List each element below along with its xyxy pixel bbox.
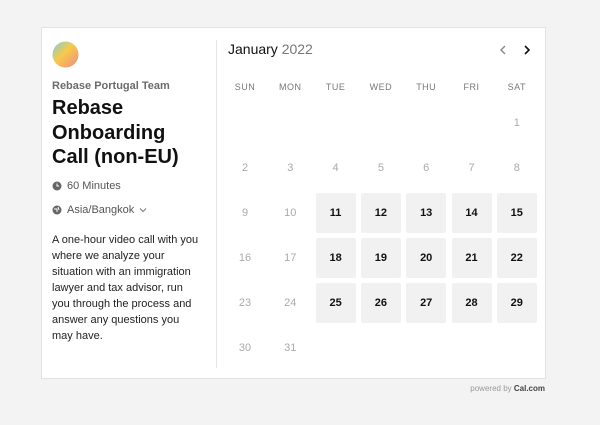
available-day[interactable]: 22 bbox=[496, 238, 537, 278]
available-day[interactable]: 13 bbox=[406, 193, 447, 233]
unavailable-day: 23 bbox=[238, 297, 252, 309]
unavailable-day: 7 bbox=[468, 162, 475, 174]
month-label: January 2022 bbox=[228, 41, 313, 57]
available-day[interactable]: 25 bbox=[315, 283, 356, 323]
weekday-label: SUN bbox=[234, 82, 256, 92]
event-description: A one-hour video call with you where we … bbox=[52, 234, 199, 342]
month-name: January bbox=[228, 41, 278, 57]
team-name: Rebase Portugal Team bbox=[52, 80, 170, 92]
prev-month[interactable] bbox=[497, 44, 509, 56]
weekday-label: TUE bbox=[325, 82, 346, 92]
unavailable-day: 8 bbox=[513, 162, 520, 174]
available-day[interactable]: 18 bbox=[315, 238, 356, 278]
unavailable-day: 10 bbox=[284, 207, 297, 219]
available-day[interactable]: 11 bbox=[315, 193, 356, 233]
divider bbox=[216, 40, 217, 368]
weekday-label: MON bbox=[279, 82, 302, 92]
unavailable-day: 24 bbox=[284, 297, 297, 309]
year: 2022 bbox=[281, 41, 313, 57]
powered-by: powered by bbox=[470, 384, 512, 393]
available-day[interactable]: 27 bbox=[406, 283, 447, 323]
unavailable-day: 4 bbox=[332, 162, 339, 174]
team-avatar bbox=[52, 41, 79, 68]
unavailable-day: 3 bbox=[287, 162, 294, 174]
weekday-label: THU bbox=[416, 82, 437, 92]
weekday-label: FRI bbox=[463, 82, 480, 92]
unavailable-day: 17 bbox=[284, 252, 297, 264]
available-day[interactable]: 29 bbox=[496, 283, 537, 323]
event-title: Rebase Onboarding Call (non-EU) bbox=[52, 97, 179, 168]
unavailable-day: 6 bbox=[423, 162, 430, 174]
available-day[interactable]: 12 bbox=[360, 193, 401, 233]
chevron-down bbox=[139, 208, 147, 213]
weekday-label: WED bbox=[369, 82, 393, 92]
weekday-label: SAT bbox=[507, 82, 526, 92]
duration: 60 Minutes bbox=[52, 180, 121, 192]
available-day[interactable]: 14 bbox=[451, 193, 492, 233]
available-day[interactable]: 20 bbox=[406, 238, 447, 278]
next-month[interactable] bbox=[521, 44, 533, 56]
timezone-text: Asia/Bangkok bbox=[67, 204, 135, 216]
unavailable-day: 30 bbox=[238, 342, 252, 354]
available-day[interactable]: 21 bbox=[451, 238, 492, 278]
unavailable-day: 2 bbox=[241, 162, 249, 174]
timezone-select[interactable]: Asia/Bangkok bbox=[52, 204, 147, 216]
unavailable-day: 1 bbox=[513, 117, 520, 129]
globe-icon bbox=[52, 205, 62, 215]
unavailable-day: 9 bbox=[241, 207, 249, 219]
duration-text: 60 Minutes bbox=[67, 180, 121, 192]
clock-icon bbox=[52, 181, 62, 191]
available-day[interactable]: 26 bbox=[360, 283, 401, 323]
unavailable-day: 5 bbox=[377, 162, 384, 174]
unavailable-day: 31 bbox=[284, 342, 297, 354]
brand: Cal.com bbox=[513, 384, 545, 393]
footer: powered by Cal.com bbox=[470, 384, 545, 393]
available-day[interactable]: 28 bbox=[451, 283, 492, 323]
unavailable-day: 16 bbox=[238, 252, 252, 264]
available-day[interactable]: 19 bbox=[360, 238, 401, 278]
available-day[interactable]: 15 bbox=[496, 193, 537, 233]
